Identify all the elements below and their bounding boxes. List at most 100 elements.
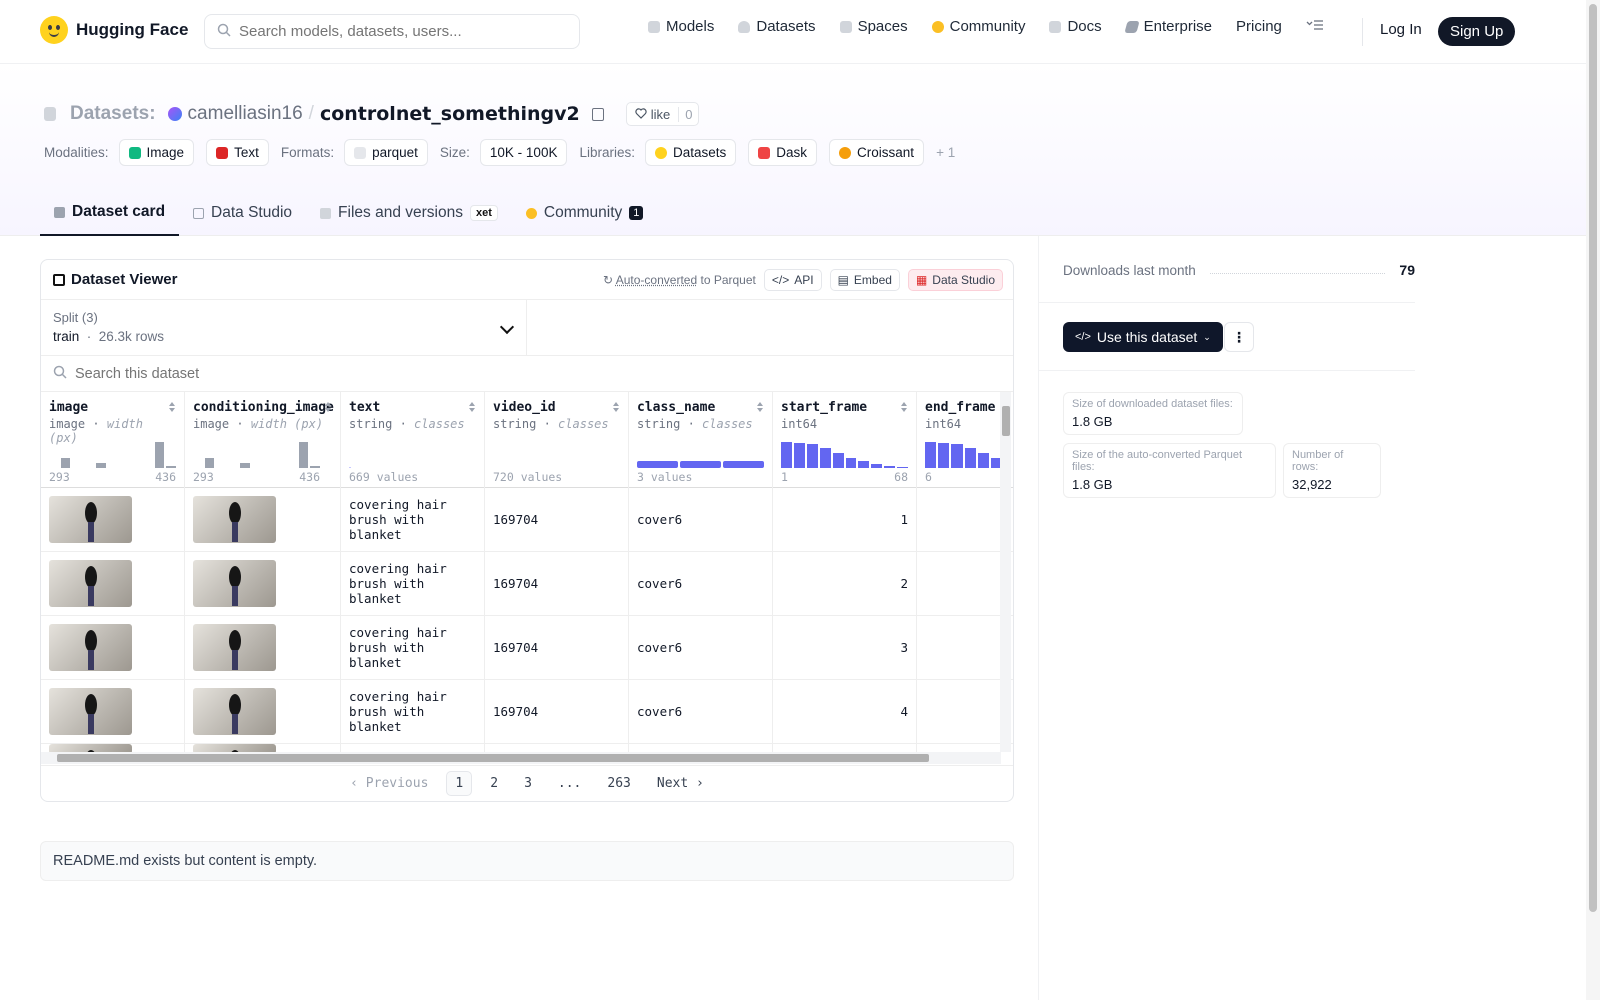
split-selector[interactable]: Split (3) train · 26.3k rows — [41, 300, 527, 355]
sort-icon[interactable] — [469, 402, 476, 412]
conditioning-thumbnail[interactable] — [193, 688, 276, 735]
image-thumbnail[interactable] — [49, 496, 132, 543]
table-cell[interactable]: cover6 — [629, 616, 772, 680]
table-cell[interactable]: 169704 — [485, 680, 628, 744]
image-thumbnail[interactable] — [49, 560, 132, 607]
horizontal-scrollbar[interactable] — [41, 752, 1001, 764]
image-thumbnail[interactable] — [49, 688, 132, 735]
table-cell[interactable] — [41, 616, 184, 680]
tag-modality-text[interactable]: Text — [206, 139, 269, 166]
nav-enterprise[interactable]: Enterprise — [1124, 18, 1212, 35]
nav-more-menu[interactable] — [1306, 18, 1324, 35]
tag-library-croissant[interactable]: Croissant — [829, 139, 925, 166]
global-search-input[interactable] — [239, 23, 559, 40]
table-cell[interactable] — [41, 488, 184, 552]
tab-files[interactable]: Files and versions xet — [306, 190, 512, 236]
column-header[interactable]: text string · classes 669 values — [341, 392, 484, 488]
table-cell[interactable]: 169704 — [485, 488, 628, 552]
table-cell[interactable]: covering hair brush with blanket — [341, 616, 484, 680]
dataset-search[interactable] — [41, 356, 1013, 392]
nav-models[interactable]: Models — [648, 18, 714, 35]
table-cell[interactable] — [185, 488, 340, 552]
column-header[interactable]: image image · width (px) 293 436 — [41, 392, 184, 488]
page-scrollbar[interactable] — [1586, 0, 1600, 1000]
column-header[interactable]: conditioning_image image · width (px) 29… — [185, 392, 340, 488]
vertical-scrollbar[interactable] — [1000, 392, 1011, 752]
column-video-id: video_id string · classes 720 values 169… — [485, 392, 629, 764]
more-options-button[interactable]: ⋮ — [1224, 322, 1254, 352]
table-cell[interactable]: 4 — [773, 680, 916, 744]
nav-spaces[interactable]: Spaces — [839, 18, 908, 35]
table-cell[interactable] — [917, 552, 1013, 616]
global-search[interactable] — [204, 14, 580, 49]
data-studio-button[interactable]: ▦ Data Studio — [907, 269, 1003, 291]
table-cell[interactable]: covering hair brush with blanket — [341, 680, 484, 744]
page-last[interactable]: 263 — [607, 776, 631, 791]
page-1[interactable]: 1 — [446, 771, 473, 796]
table-cell[interactable] — [917, 488, 1013, 552]
auto-converted-link[interactable]: Auto-converted — [615, 273, 698, 287]
like-button[interactable]: like 0 — [625, 102, 700, 126]
table-cell[interactable]: 1 — [773, 488, 916, 552]
table-cell[interactable] — [917, 616, 1013, 680]
sort-icon[interactable] — [169, 402, 176, 412]
image-thumbnail[interactable] — [49, 624, 132, 671]
table-cell[interactable]: cover6 — [629, 552, 772, 616]
conditioning-thumbnail[interactable] — [193, 496, 276, 543]
nav-pricing[interactable]: Pricing — [1236, 18, 1282, 35]
use-dataset-button[interactable]: </> Use this dataset ⌄ — [1063, 322, 1223, 352]
next-page-button[interactable]: Next › — [656, 776, 704, 791]
sort-icon[interactable] — [325, 402, 332, 412]
table-cell[interactable]: covering hair brush with blanket — [341, 488, 484, 552]
login-link[interactable]: Log In — [1380, 21, 1422, 38]
tags-more[interactable]: + 1 — [936, 145, 956, 160]
nav-datasets[interactable]: Datasets — [738, 18, 816, 35]
copy-icon[interactable] — [591, 107, 604, 121]
sort-icon[interactable] — [613, 402, 620, 412]
tag-library-datasets[interactable]: Datasets — [644, 139, 737, 166]
table-cell[interactable] — [917, 680, 1013, 744]
signup-button[interactable]: Sign Up — [1438, 17, 1516, 46]
table-cell[interactable] — [41, 680, 184, 744]
tag-library-dask[interactable]: Dask — [748, 139, 818, 166]
column-header[interactable]: class_name string · classes 3 values — [629, 392, 772, 488]
dask-icon — [758, 146, 771, 159]
sort-icon[interactable] — [757, 402, 764, 412]
tag-size[interactable]: 10K - 100K — [479, 139, 568, 166]
tab-community[interactable]: Community 1 — [512, 190, 658, 236]
owner-link[interactable]: camelliasin16 — [187, 103, 303, 124]
nav-docs[interactable]: Docs — [1049, 18, 1102, 35]
table-cell[interactable] — [185, 552, 340, 616]
tag-modality-image[interactable]: Image — [118, 139, 195, 166]
embed-button[interactable]: ▤ Embed — [829, 269, 900, 291]
table-cell[interactable] — [185, 616, 340, 680]
column-header[interactable]: video_id string · classes 720 values — [485, 392, 628, 488]
repo-name[interactable]: controlnet_somethingv2 — [319, 103, 580, 125]
sort-icon[interactable] — [901, 402, 908, 412]
column-header[interactable]: start_frame int64 1 68 — [773, 392, 916, 488]
tab-dataset-card[interactable]: Dataset card — [40, 190, 180, 236]
table-cell[interactable]: 2 — [773, 552, 916, 616]
conditioning-thumbnail[interactable] — [193, 624, 276, 671]
table-cell[interactable]: 169704 — [485, 552, 628, 616]
brand-logo-link[interactable]: Hugging Face — [40, 16, 188, 44]
table-cell[interactable]: cover6 — [629, 680, 772, 744]
page-3[interactable]: 3 — [524, 776, 532, 791]
table-cell[interactable]: 3 — [773, 616, 916, 680]
table-cell[interactable]: 169704 — [485, 616, 628, 680]
api-button[interactable]: </> API — [763, 269, 822, 291]
column-header[interactable]: end_frame int64 6 — [917, 392, 1013, 488]
tab-data-studio[interactable]: Data Studio — [179, 190, 306, 236]
dataset-search-input[interactable] — [75, 365, 475, 382]
prev-page-button[interactable]: ‹ Previous — [350, 776, 429, 791]
owner-avatar[interactable] — [167, 107, 182, 121]
tag-format-parquet[interactable]: parquet — [344, 139, 428, 166]
nav-community[interactable]: Community — [931, 18, 1025, 35]
table-cell[interactable]: cover6 — [629, 488, 772, 552]
table-cell[interactable]: covering hair brush with blanket — [341, 552, 484, 616]
conditioning-thumbnail[interactable] — [193, 560, 276, 607]
auto-converted-note[interactable]: ↻ Auto-converted to Parquet — [603, 273, 756, 287]
page-2[interactable]: 2 — [490, 776, 499, 791]
table-cell[interactable] — [185, 680, 340, 744]
table-cell[interactable] — [41, 552, 184, 616]
